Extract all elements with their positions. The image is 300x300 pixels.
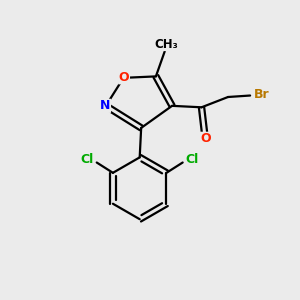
- Text: O: O: [201, 132, 211, 145]
- Text: Br: Br: [254, 88, 269, 101]
- Text: O: O: [119, 71, 129, 84]
- Text: CH₃: CH₃: [154, 38, 178, 50]
- Text: Cl: Cl: [185, 153, 199, 166]
- Text: N: N: [100, 99, 110, 112]
- Text: Cl: Cl: [81, 153, 94, 166]
